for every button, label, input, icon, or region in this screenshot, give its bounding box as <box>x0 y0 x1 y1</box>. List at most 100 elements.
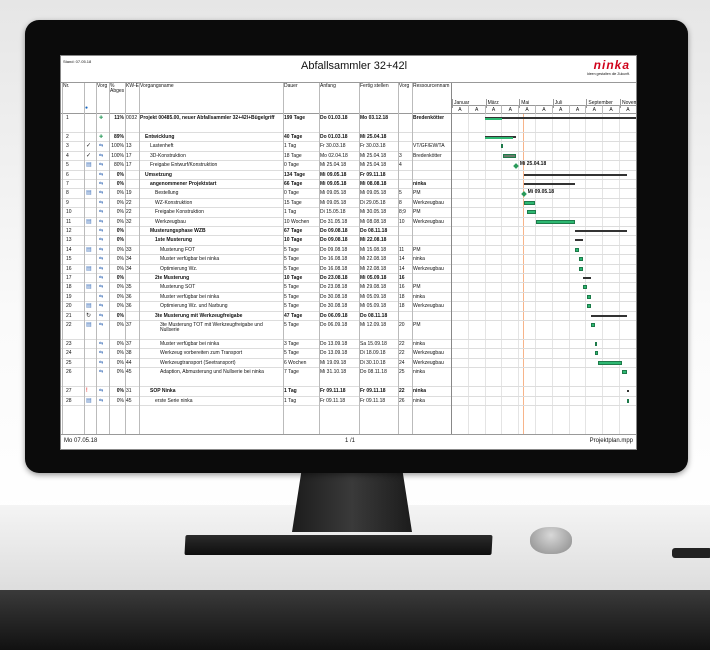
summary-bar[interactable] <box>485 117 636 119</box>
cell-name: Entwicklung <box>145 134 175 140</box>
mouse <box>530 527 572 554</box>
table-row[interactable]: 2 ✚ 89% Entwicklung 40 Tage Do 01.03.18 Mi 25.… <box>61 133 636 143</box>
timescale-sub-label: A <box>551 105 569 115</box>
table-row[interactable]: 12 ⇆ 0% Musterungsphase WZB 67 Tage Do 09.08.… <box>61 227 636 237</box>
summary-bar[interactable] <box>583 277 591 279</box>
recurring-icon: ↻ <box>86 312 92 319</box>
summary-bar[interactable] <box>575 239 584 242</box>
table-row[interactable]: 26 ⇆ 0% 45 Adaption, Abmusterung und Nullser… <box>61 368 636 388</box>
task-mode-icon: ⇆ <box>99 246 104 253</box>
table-row[interactable]: 6 ⇆ 0% Umsetzung 134 Tage Mi 09.05.18 Fr 09.11… <box>61 171 636 180</box>
task-bar[interactable] <box>579 266 584 271</box>
cell-end: Mi 05.09.18 <box>360 303 387 310</box>
timescale-sub-label: A <box>518 105 535 115</box>
table-row[interactable]: 3 ✓ ⇆ 100% 13 Lastenheft 1 Tag Fr 30.03.18 Fr 30… <box>61 142 636 152</box>
column-header-dur[interactable]: Dauer <box>284 83 298 89</box>
cell-res: ninka <box>413 293 425 300</box>
column-header-name[interactable]: Vorgangsname <box>140 83 174 89</box>
milestone-label: Mi 25.04.18 <box>519 161 547 168</box>
task-bar[interactable] <box>586 304 591 309</box>
table-row[interactable]: 18 ▤ ⇆ 0% 35 Musterung SOT 5 Tage Do 23.08.18 Mi… <box>61 283 636 293</box>
table-row[interactable]: 10 ⇆ 0% 22 Freigabe Konstruktion 1 Tag Di 15.0… <box>61 208 636 218</box>
column-header-pred[interactable]: Vorg <box>399 83 410 89</box>
summary-bar[interactable] <box>590 314 627 317</box>
column-header-nr[interactable]: Nr. <box>63 83 70 89</box>
task-bar[interactable] <box>621 370 627 375</box>
cell-end: Mi 12.09.18 <box>360 322 387 328</box>
task-bar[interactable] <box>523 200 536 205</box>
task-mode-icon: ⇆ <box>99 303 104 310</box>
column-header-start[interactable]: Anfang <box>320 83 336 89</box>
task-bar[interactable] <box>626 398 629 403</box>
cell-end: Mi 25.04.18 <box>360 162 387 169</box>
cell-name: Freigabe Entwurf/Konstruktion <box>150 162 218 169</box>
cell-dur: 5 Tage <box>284 284 299 291</box>
column-header-end[interactable]: Fertig stellen <box>360 83 389 89</box>
task-bar[interactable] <box>586 294 591 299</box>
cell-name: 3te Musterung mit Werkzeugfreigabe <box>155 312 243 319</box>
cell-pct: 0% <box>116 190 124 197</box>
table-row[interactable]: 8 ▤ ⇆ 0% 19 Bestellung 0 Tage Mi 09.05.18 Mi 09.… <box>61 189 636 199</box>
task-bar[interactable] <box>575 247 580 252</box>
table-row[interactable]: 5 ▤ ⇆ 80% 17 Freigabe Entwurf/Konstruktion 0 T… <box>61 161 636 171</box>
column-header-pct[interactable]: % Abges <box>110 83 125 94</box>
table-row[interactable]: 20 ▤ ⇆ 0% 36 Optimierung Wz. und Narbung 5 Tag… <box>61 302 636 312</box>
cell-dur: 5 Tage <box>284 293 299 300</box>
column-header-kw[interactable]: KW-E <box>126 83 139 89</box>
cell-start: Do 23.08.18 <box>320 284 348 291</box>
table-row[interactable]: 13 ⇆ 0% 1ste Musterung 10 Tage Do 09.08.18 Mi … <box>61 236 636 246</box>
cell-start: Do 06.09.18 <box>320 312 348 319</box>
cell-nr: 21 <box>66 312 72 319</box>
table-row[interactable]: 9 ⇆ 0% 22 WZ-Konstruktion 15 Tage Mi 09.05.18 D… <box>61 199 636 209</box>
task-mode-icon: ⇆ <box>99 152 104 159</box>
table-row[interactable]: 25 ⇆ 0% 44 Werkzeugtransport (Seetransport) 6… <box>61 359 636 369</box>
table-row[interactable]: 23 ⇆ 0% 37 Muster verfügbar bei ninka 3 Tage D… <box>61 340 636 350</box>
task-bar[interactable] <box>594 351 599 356</box>
column-header-res[interactable]: Ressourcennam <box>413 83 450 89</box>
task-bar[interactable] <box>579 257 584 262</box>
task-mode-icon: ⇆ <box>99 171 104 178</box>
task-bar[interactable] <box>598 360 622 365</box>
table-row[interactable]: 7 ⇆ 0% angenommener Projektstart 66 Tage Mi 0… <box>61 180 636 190</box>
task-bar[interactable] <box>536 219 576 224</box>
cell-kw: 33 <box>126 246 132 253</box>
summary-bar[interactable] <box>626 390 629 393</box>
table-row[interactable]: 27! ⇆ 0% 31 SOP Ninka 1 Tag Fr 09.11.18 Fr 09.1… <box>61 387 636 397</box>
task-bar[interactable] <box>527 210 536 215</box>
cell-start: Mi 31.10.18 <box>320 369 347 376</box>
cell-res: Bredenkötter <box>413 115 445 121</box>
cell-nr: 14 <box>66 246 72 253</box>
task-bar[interactable] <box>583 285 587 290</box>
task-bar[interactable] <box>501 144 504 149</box>
info-column-icon: ● <box>85 105 89 111</box>
table-row[interactable]: 14 ▤ ⇆ 0% 33 Musterung FOT 5 Tage Do 09.08.18 Mi… <box>61 246 636 256</box>
cell-pct: 0% <box>116 256 124 263</box>
cell-pct: 0% <box>116 246 124 253</box>
cell-res: ninka <box>413 397 425 404</box>
table-row[interactable]: 28 ▤ ⇆ 0% 45 erste Serie ninka 1 Tag Fr 09.11.1… <box>61 397 636 406</box>
summary-bar[interactable] <box>575 230 627 232</box>
cell-res: ninka <box>413 256 425 263</box>
table-row[interactable]: 21 ↻ ⇆ 0% 3te Musterung mit Werkzeugfreigabe… <box>61 312 636 321</box>
table-row[interactable]: 1 ✚ 11% 0032 Projekt 00485.00, neuer Abfalls… <box>61 114 636 133</box>
task-bar[interactable] <box>502 153 517 158</box>
table-row[interactable]: 19 ⇆ 0% 36 Muster verfügbar bei ninka 5 Tage D… <box>61 293 636 303</box>
summary-bar[interactable] <box>523 183 576 185</box>
table-row[interactable]: 24 ⇆ 0% 38 Werkzeug vorbereiten zum Transpor… <box>61 349 636 359</box>
cell-name: 3D-Konstruktion <box>150 152 186 159</box>
table-row[interactable]: 16 ▤ ⇆ 0% 34 Optimierung Wz. 5 Tage Do 16.08.18… <box>61 265 636 274</box>
cell-start: Do 23.08.18 <box>320 275 348 281</box>
table-row[interactable]: 15 ⇆ 0% 34 Muster verfügbar bei ninka 5 Tage D… <box>61 255 636 265</box>
cell-name: Adaption, Abmusterung und Nullserie bei … <box>160 369 264 376</box>
cell-end: Mi 25.04.18 <box>360 152 387 159</box>
task-bar[interactable] <box>594 342 597 346</box>
task-bar[interactable] <box>590 323 595 327</box>
table-row[interactable]: 17 ⇆ 0% 2te Musterung 10 Tage Do 23.08.18 Mi 0… <box>61 274 636 284</box>
column-header-mode[interactable]: Vorg <box>97 83 108 89</box>
task-mode-icon: ✚ <box>99 115 104 121</box>
table-row[interactable]: 11 ▤ ⇆ 0% 32 Werkzeugbau 10 Wochen Do 31.05.18 M… <box>61 218 636 227</box>
table-row[interactable]: 4 ✓ ⇆ 100% 17 3D-Konstruktion 18 Tage Mo 02.04.… <box>61 152 636 162</box>
summary-bar[interactable] <box>523 173 628 176</box>
table-row[interactable]: 22 ▤ ⇆ 0% 37 3te Musterung TOT mit Werkzeugfr… <box>61 321 636 340</box>
month-label: September <box>586 99 619 108</box>
